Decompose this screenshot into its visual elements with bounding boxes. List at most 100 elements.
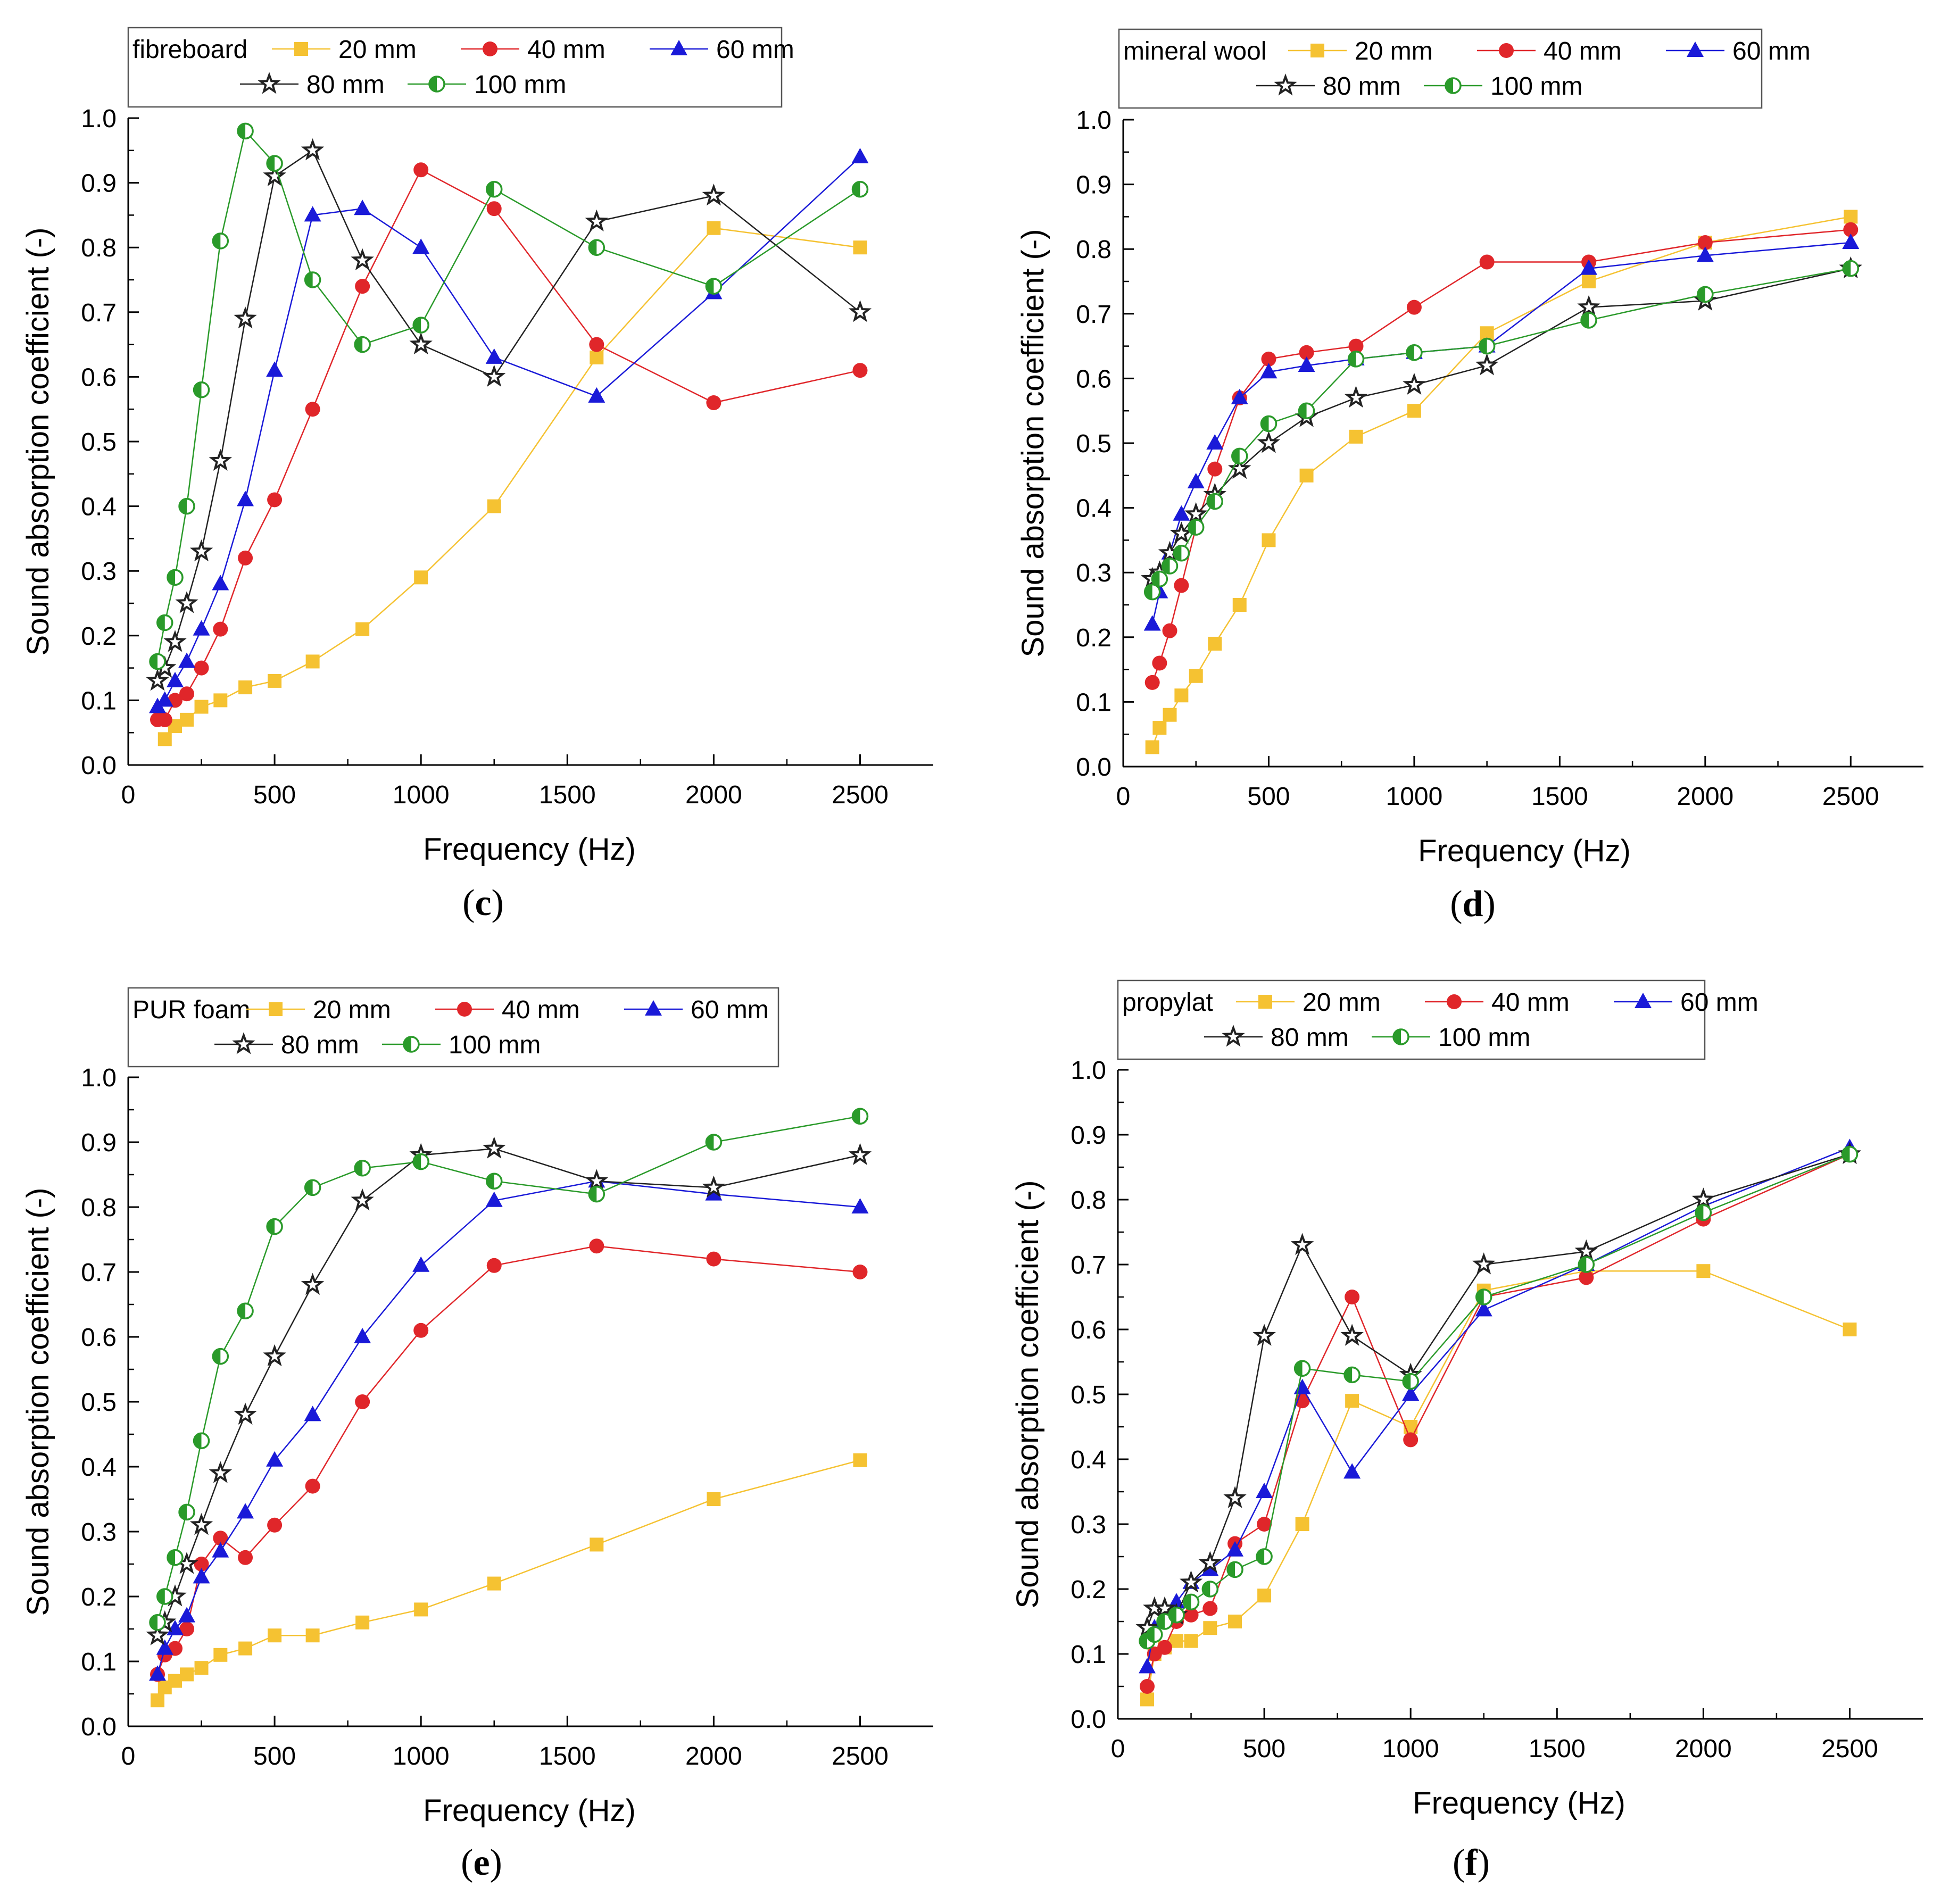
series-line-20mm	[164, 227, 860, 740]
legend-entry-label: 80 mm	[281, 1031, 359, 1059]
data-point	[414, 570, 428, 585]
data-point	[412, 1256, 430, 1272]
x-tick-label: 1000	[393, 781, 450, 809]
series-line-40mm	[157, 169, 860, 721]
data-point	[157, 712, 172, 727]
legend-entry-label: 80 mm	[306, 71, 385, 99]
data-point	[266, 361, 284, 377]
data-point	[1207, 461, 1223, 477]
data-point	[1478, 337, 1496, 355]
data-point	[1293, 1360, 1311, 1377]
data-point	[851, 1108, 869, 1125]
data-point	[1348, 338, 1364, 354]
x-tick-label: 1500	[1529, 1735, 1586, 1763]
data-point	[851, 1198, 869, 1213]
data-point	[1580, 259, 1598, 275]
data-point	[1696, 246, 1714, 262]
data-point	[213, 693, 228, 708]
data-point	[1203, 1621, 1217, 1635]
chart-panel-f: 0.0 0.1 0.2 0.3 0.4 0.5 0.6 0.7 0.8 0.9 1.0 0 500 100…	[1010, 979, 1923, 1883]
data-point	[1843, 222, 1859, 237]
legend-entry-label: 40 mm	[527, 36, 605, 64]
data-point	[1407, 404, 1421, 418]
y-tick-label: 0.1	[81, 687, 117, 715]
data-point	[1145, 740, 1159, 754]
panel-caption: (c)	[462, 883, 504, 924]
data-point	[483, 364, 506, 387]
data-point	[1475, 353, 1499, 376]
data-point	[1345, 1290, 1360, 1304]
data-point	[1182, 1593, 1200, 1611]
data-point	[355, 622, 370, 636]
data-point	[590, 1537, 604, 1552]
y-tick-label: 0.4	[81, 493, 117, 521]
data-point	[1697, 235, 1713, 251]
x-tick-label: 2000	[685, 781, 742, 809]
data-point	[1140, 1692, 1155, 1707]
y-tick-label: 0.6	[1076, 365, 1111, 393]
data-point	[485, 1173, 503, 1190]
data-point	[1472, 1252, 1496, 1275]
legend-box	[127, 27, 783, 108]
data-point	[1345, 1394, 1359, 1408]
y-tick-label: 0.8	[81, 234, 117, 262]
data-point	[1340, 1324, 1364, 1346]
data-point	[1695, 1204, 1712, 1221]
data-point	[590, 350, 604, 364]
panel-caption: (f)	[1453, 1842, 1490, 1883]
data-point	[1298, 402, 1315, 419]
data-point	[355, 1615, 370, 1629]
y-tick-label: 0.6	[1071, 1316, 1106, 1344]
y-tick-label: 0.7	[81, 299, 117, 327]
data-point	[1344, 386, 1368, 408]
series-line-80mm	[1151, 268, 1851, 580]
y-tick-label: 0.1	[1076, 688, 1111, 717]
data-point	[1580, 312, 1597, 329]
data-point	[1174, 688, 1189, 703]
x-tick-label: 2000	[1677, 783, 1733, 811]
data-point	[178, 1503, 195, 1521]
data-point	[213, 1648, 228, 1662]
data-point	[1257, 1589, 1272, 1603]
y-tick-label: 0.9	[1071, 1121, 1106, 1150]
data-point	[1189, 669, 1203, 683]
data-point	[1578, 1256, 1595, 1273]
data-point	[1256, 1483, 1273, 1498]
data-point	[351, 1188, 374, 1211]
data-point	[238, 550, 253, 566]
data-point	[212, 1348, 229, 1365]
data-point	[1262, 533, 1276, 547]
data-point	[1579, 1270, 1594, 1285]
series-line-20mm	[156, 1459, 860, 1701]
data-point	[1179, 1570, 1203, 1593]
data-point	[413, 1323, 429, 1338]
data-point	[585, 209, 609, 232]
data-point	[1206, 493, 1224, 510]
chart-panel-d: 0.0 0.1 0.2 0.3 0.4 0.5 0.6 0.7 0.8 0.9 1.0 0 500 100…	[1016, 28, 1923, 925]
data-point	[238, 680, 253, 695]
x-tick-label: 500	[1247, 783, 1290, 811]
data-point	[412, 238, 430, 254]
data-point	[1143, 583, 1161, 601]
data-point	[213, 621, 228, 637]
series-line-100mm	[1151, 268, 1851, 593]
legend-entry-label: 100 mm	[1438, 1024, 1530, 1052]
data-point	[1406, 300, 1422, 315]
y-tick-label: 0.0	[1071, 1706, 1106, 1734]
data-point	[355, 1394, 370, 1409]
panel-caption: (d)	[1450, 884, 1496, 925]
y-tick-label: 0.0	[81, 1713, 117, 1741]
legend-title: mineral wool	[1123, 37, 1266, 65]
series-line-40mm	[156, 1245, 860, 1675]
data-point	[167, 671, 184, 687]
y-tick-label: 0.8	[1076, 236, 1111, 264]
data-point	[707, 1492, 721, 1506]
data-point	[1231, 447, 1248, 465]
data-point	[1343, 1463, 1361, 1479]
data-point	[851, 147, 869, 163]
legend-marker	[1258, 995, 1272, 1009]
data-point	[304, 271, 321, 288]
data-point	[705, 1134, 723, 1151]
legend-marker	[428, 76, 445, 93]
